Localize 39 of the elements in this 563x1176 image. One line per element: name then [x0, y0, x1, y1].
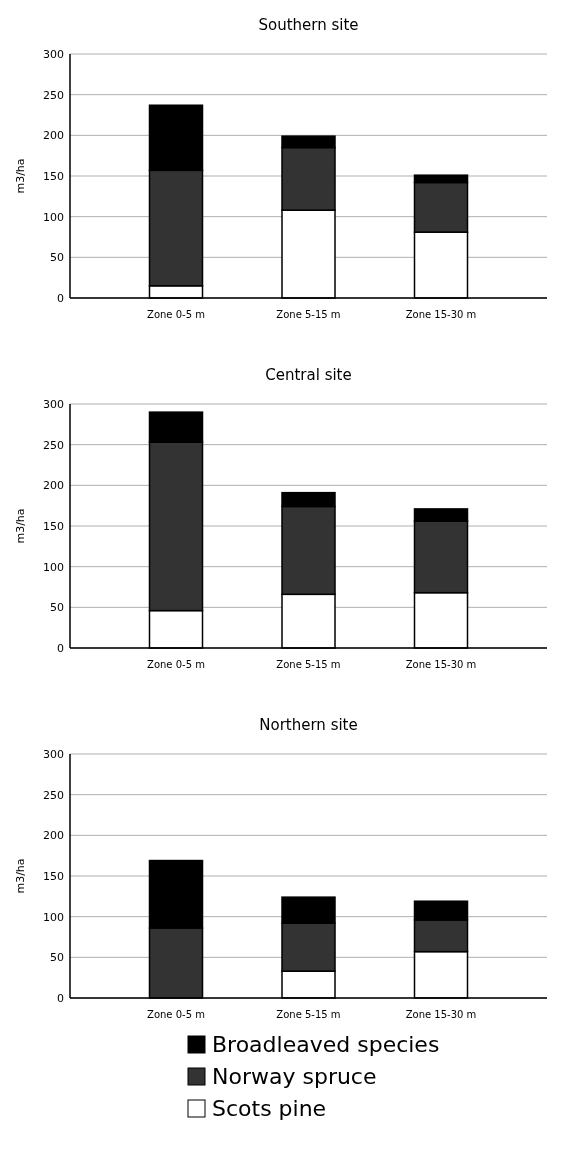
y-tick-label: 0: [57, 992, 64, 1005]
y-tick-label: 300: [43, 748, 64, 761]
y-tick-label: 100: [43, 210, 64, 224]
legend-label: Scots pine: [212, 1096, 327, 1121]
y-tick-label: 200: [43, 129, 64, 143]
x-tick-label: Zone 5-15 m: [276, 659, 341, 670]
x-tick-label: Zone 5-15 m: [276, 309, 341, 320]
x-tick-label: Zone 15-30 m: [405, 659, 477, 670]
y-tick-label: 300: [43, 48, 64, 61]
y-tick-label: 200: [43, 479, 64, 493]
y-tick-label: 50: [50, 951, 64, 965]
y-tick-label: 50: [50, 251, 64, 265]
y-tick-label: 150: [43, 520, 64, 533]
x-tick-label: Zone 0-5 m: [147, 659, 205, 670]
x-tick-label: Zone 0-5 m: [147, 309, 205, 320]
y-axis-title: m3/ha: [14, 508, 27, 544]
chart-title: Southern site: [258, 16, 359, 34]
y-tick-label: 300: [43, 398, 64, 411]
y-tick-label: 250: [43, 438, 64, 452]
legend-label: Broadleaved species: [212, 1032, 440, 1057]
x-tick-label: Zone 15-30 m: [405, 309, 477, 320]
y-tick-label: 250: [43, 788, 64, 802]
x-tick-label: Zone 0-5 m: [147, 1009, 205, 1020]
x-tick-label: Zone 5-15 m: [276, 1009, 341, 1020]
y-tick-label: 200: [43, 829, 64, 843]
y-axis-title: m3/ha: [14, 158, 27, 194]
y-tick-label: 250: [43, 88, 64, 102]
y-axis-title: m3/ha: [14, 858, 27, 894]
y-tick-label: 150: [43, 170, 64, 183]
y-tick-label: 50: [50, 601, 64, 615]
legend-label: Norway spruce: [212, 1064, 377, 1089]
y-tick-label: 150: [43, 870, 64, 883]
chart-title: Northern site: [259, 716, 358, 734]
y-tick-label: 100: [43, 560, 64, 574]
y-tick-label: 0: [57, 642, 64, 655]
chart-title: Central site: [265, 366, 352, 384]
x-tick-label: Zone 15-30 m: [405, 1009, 477, 1020]
y-tick-label: 100: [43, 910, 64, 924]
y-tick-label: 0: [57, 292, 64, 305]
